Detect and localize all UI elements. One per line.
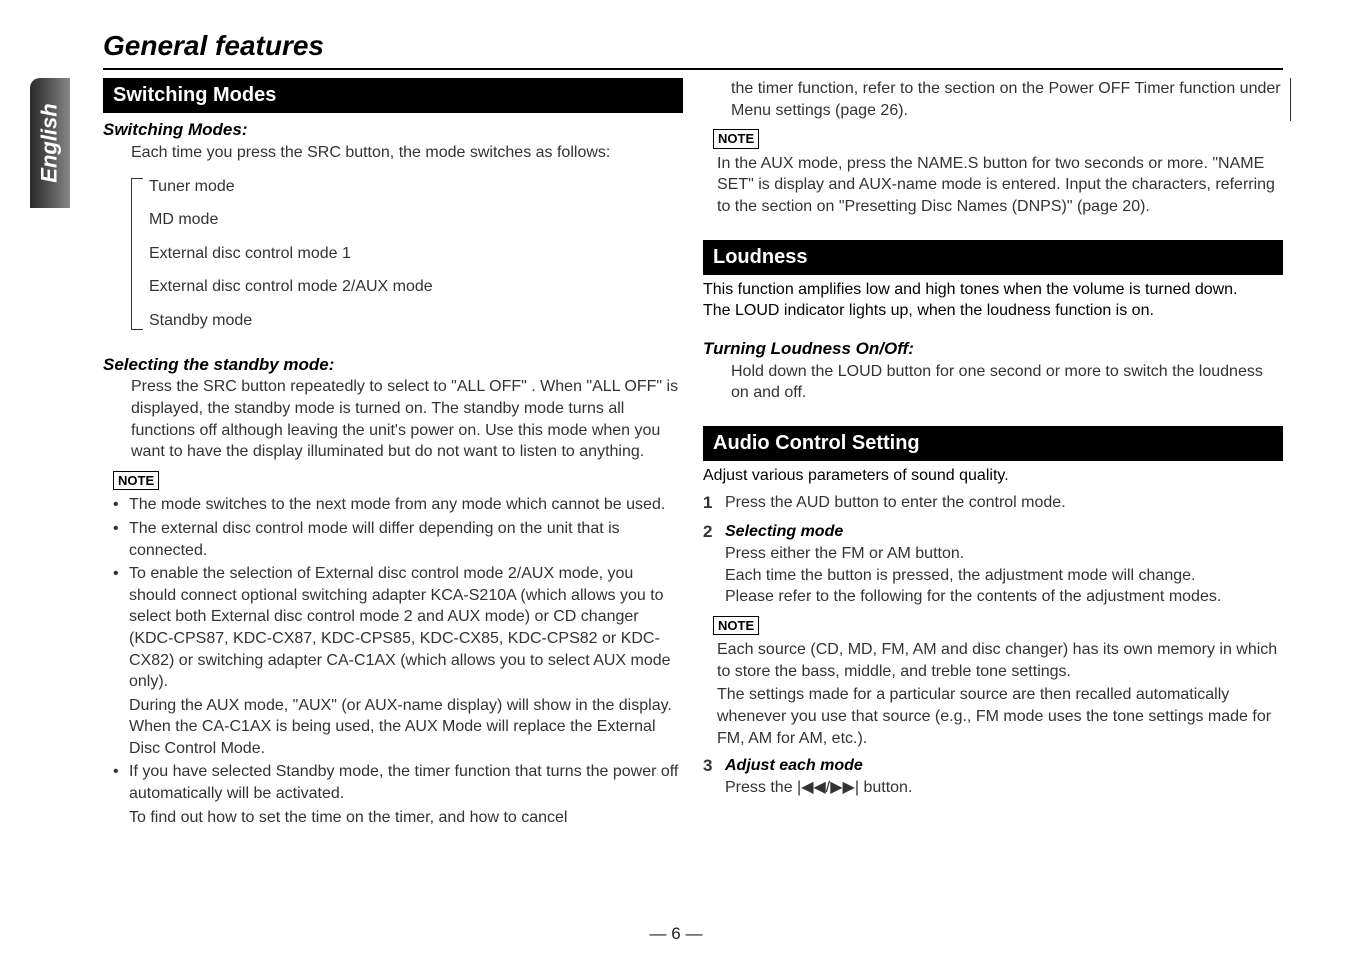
step-number: 1 xyxy=(703,492,725,515)
step-number: 3 xyxy=(703,755,725,778)
subhead-standby: Selecting the standby mode: xyxy=(103,354,683,377)
step-3-text: Press the |◀◀/▶▶| button. xyxy=(725,777,1283,799)
timer-continuation: the timer function, refer to the section… xyxy=(731,78,1291,121)
loudness-toggle-text: Hold down the LOUD button for one second… xyxy=(731,361,1283,404)
subhead-switching-modes: Switching Modes: xyxy=(103,119,683,142)
note-bullet: If you have selected Standby mode, the t… xyxy=(113,761,683,804)
mode-item: Standby mode xyxy=(149,304,683,338)
right-column: the timer function, refer to the section… xyxy=(703,78,1283,798)
step-1: 1 Press the AUD button to enter the cont… xyxy=(703,492,1283,515)
step-1-text: Press the AUD button to enter the contro… xyxy=(725,492,1283,514)
language-tab-text: English xyxy=(37,103,63,182)
note-bullet: The mode switches to the next mode from … xyxy=(113,494,683,516)
acs-note-2: The settings made for a particular sourc… xyxy=(717,684,1283,749)
aux-note-text: In the AUX mode, press the NAME.S button… xyxy=(717,153,1283,218)
step-2-line: Press either the FM or AM button. xyxy=(725,543,1283,565)
step-number: 2 xyxy=(703,521,725,544)
note-label: NOTE xyxy=(113,471,159,491)
mode-item: MD mode xyxy=(149,203,683,237)
page-title: General features xyxy=(103,30,324,62)
page-number: — 6 — xyxy=(650,924,703,944)
section-audio-control-header: Audio Control Setting xyxy=(703,426,1283,461)
language-tab: English xyxy=(30,78,70,208)
left-column: Switching Modes Switching Modes: Each ti… xyxy=(103,78,683,828)
standby-text: Press the SRC button repeatedly to selec… xyxy=(131,376,683,462)
note-label: NOTE xyxy=(713,616,759,636)
loudness-desc-1: This function amplifies low and high ton… xyxy=(703,279,1283,301)
step-2-line: Each time the button is pressed, the adj… xyxy=(725,565,1283,587)
note-bullet: The external disc control mode will diff… xyxy=(113,518,683,561)
title-underline xyxy=(103,68,1283,70)
acs-note-1: Each source (CD, MD, FM, AM and disc cha… xyxy=(717,639,1283,682)
step-3-text-a: Press the xyxy=(725,779,797,796)
note-label: NOTE xyxy=(713,129,759,149)
prev-track-icon: |◀◀ xyxy=(797,779,826,796)
note-bullet-tail: During the AUX mode, "AUX" (or AUX-name … xyxy=(129,695,683,760)
section-loudness-header: Loudness xyxy=(703,240,1283,275)
mode-item: External disc control mode 2/AUX mode xyxy=(149,270,683,304)
modes-list: Tuner mode MD mode External disc control… xyxy=(131,170,683,338)
mode-item: External disc control mode 1 xyxy=(149,237,683,271)
step-2: 2 Selecting mode Press either the FM or … xyxy=(703,521,1283,607)
step-3-head: Adjust each mode xyxy=(725,755,1283,777)
step-3: 3 Adjust each mode Press the |◀◀/▶▶| but… xyxy=(703,755,1283,798)
loudness-desc-2: The LOUD indicator lights up, when the l… xyxy=(703,300,1283,322)
step-2-line: Please refer to the following for the co… xyxy=(725,586,1283,608)
section-switching-modes-header: Switching Modes xyxy=(103,78,683,113)
step-2-head: Selecting mode xyxy=(725,521,1283,543)
next-track-icon: ▶▶| xyxy=(830,779,859,796)
switching-modes-text: Each time you press the SRC button, the … xyxy=(131,142,683,164)
note-bullet: To enable the selection of External disc… xyxy=(113,563,683,693)
subhead-loudness-toggle: Turning Loudness On/Off: xyxy=(703,338,1283,361)
acs-intro: Adjust various parameters of sound quali… xyxy=(703,465,1283,487)
mode-item: Tuner mode xyxy=(149,170,683,204)
note-bullet-list: The mode switches to the next mode from … xyxy=(113,494,683,828)
step-3-text-b: button. xyxy=(859,779,912,796)
note-bullet-tail: To find out how to set the time on the t… xyxy=(129,807,683,829)
